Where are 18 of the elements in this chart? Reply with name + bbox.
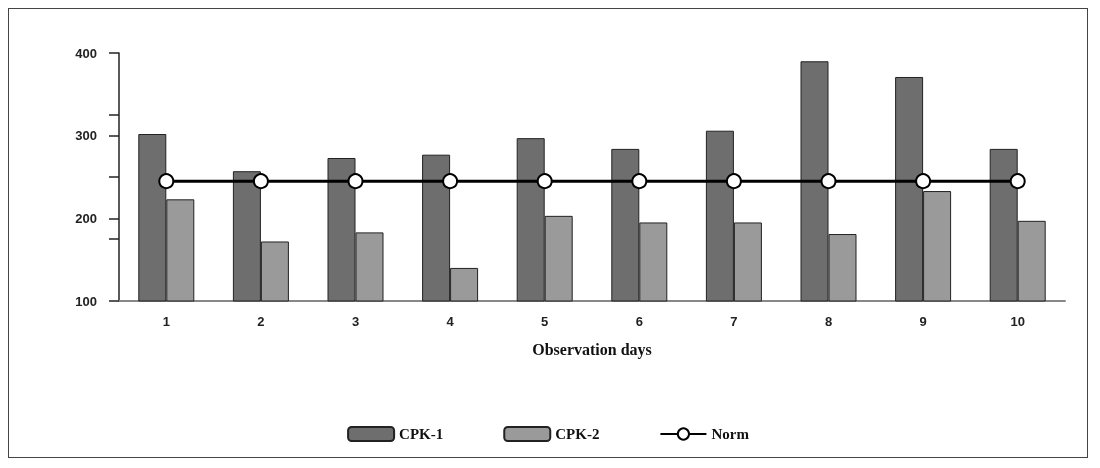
legend-label: Norm [711,426,750,442]
x-tick-label: 1 [162,314,170,329]
x-tick-label: 5 [541,314,549,329]
x-tick-label: 2 [257,314,265,329]
x-tick-label: 8 [824,314,833,329]
legend-label: CPK-1 [399,426,444,442]
x-tick-label: 9 [919,314,927,329]
x-tick-label: 4 [446,314,455,329]
y-tick-label: 300 [75,128,97,144]
x-tick-label: 10 [1010,314,1025,329]
y-tick-label: 100 [75,293,97,309]
y-tick-label: 200 [75,210,97,226]
x-tick-label: 3 [351,314,360,329]
y-tick-label: 400 [75,45,97,61]
x-tick-label: 6 [635,314,643,329]
x-tick-label: 7 [730,314,738,329]
legend-label: CPK-2 [555,426,600,442]
x-axis-title: Observation days [532,340,652,359]
